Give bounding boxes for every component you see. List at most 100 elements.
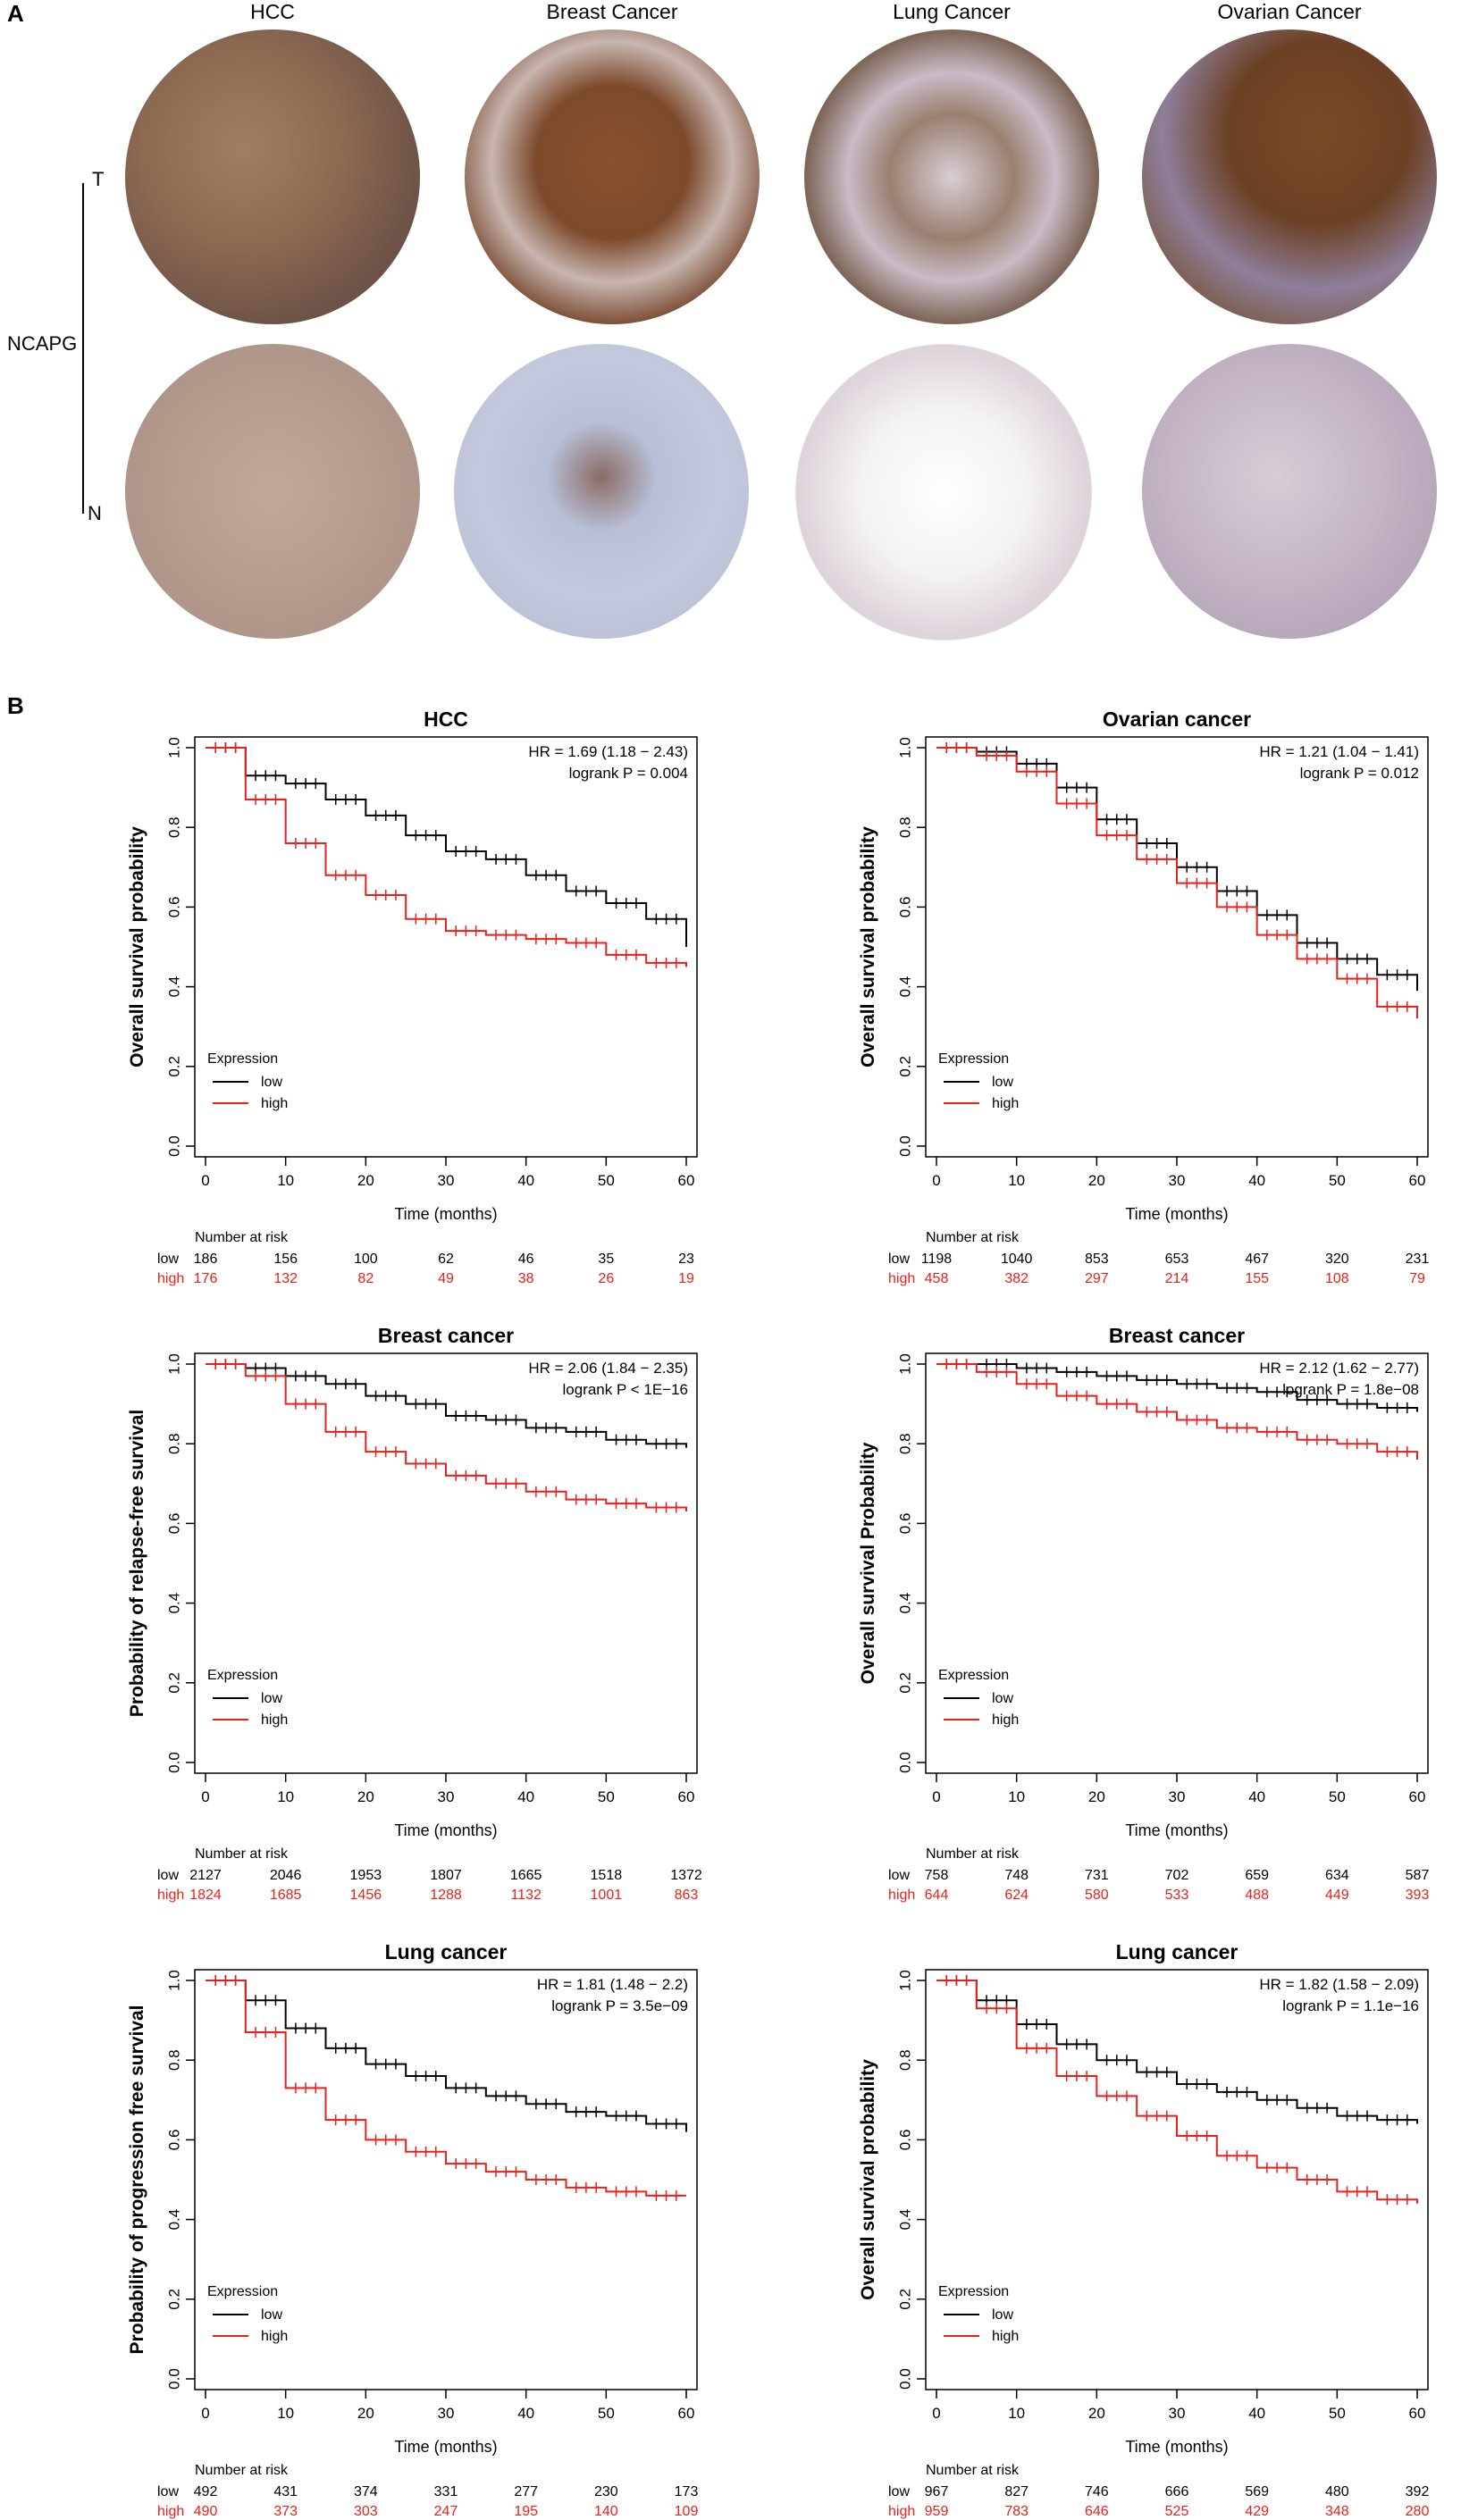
censor-mark-high — [1281, 2162, 1293, 2173]
y-tick-label: 0.8 — [896, 816, 913, 838]
risk-count-low: 731 — [1085, 1868, 1109, 1883]
censor-mark-high — [330, 869, 341, 881]
x-tick-label: 60 — [678, 1172, 695, 1189]
x-axis-label: Time (months) — [394, 1821, 497, 1839]
censor-mark-low — [1301, 1394, 1313, 1406]
survival-curve-low — [206, 1980, 687, 2132]
censor-mark-high — [1201, 2130, 1213, 2141]
hazard-ratio-text: HR = 2.06 (1.84 − 2.35) — [528, 1360, 688, 1377]
censor-mark-high — [1351, 2186, 1363, 2198]
y-tick-label: 1.0 — [896, 737, 913, 758]
risk-count-low: 827 — [1004, 2484, 1029, 2499]
censor-mark-low — [250, 770, 262, 782]
censor-mark-low — [610, 2110, 622, 2122]
risk-count-high: 449 — [1325, 1888, 1349, 1903]
censor-mark-low — [660, 913, 672, 925]
censor-mark-low — [1391, 1402, 1403, 1414]
legend-label-high: high — [992, 1712, 1019, 1728]
risk-table-header: Number at risk — [195, 1846, 289, 1862]
x-tick-label: 30 — [1169, 2405, 1186, 2422]
y-tick-label: 0.8 — [896, 2049, 913, 2071]
censor-mark-low — [1341, 953, 1353, 965]
censor-mark-high — [981, 1366, 993, 1377]
risk-count-low: 231 — [1406, 1252, 1430, 1267]
risk-row-label-high: high — [888, 1271, 915, 1286]
censor-mark-high — [260, 2026, 272, 2038]
censor-mark-low — [1361, 2110, 1373, 2122]
plot-frame — [925, 1969, 1429, 2390]
censor-mark-high — [340, 1426, 351, 1437]
censor-mark-low — [1381, 1402, 1393, 1414]
censor-mark-low — [330, 1378, 341, 1390]
column-title-hcc: HCC — [250, 0, 295, 23]
censor-mark-low — [370, 2058, 382, 2070]
x-axis-label: Time (months) — [394, 1205, 497, 1223]
risk-count-high: 1001 — [591, 1888, 623, 1903]
censor-mark-low — [470, 845, 482, 857]
censor-mark-high — [270, 2026, 281, 2038]
censor-mark-high — [1361, 2186, 1373, 2198]
censor-mark-high — [340, 2114, 351, 2126]
censor-mark-high — [1151, 1406, 1163, 1418]
y-tick-label: 0.6 — [165, 1513, 182, 1535]
censor-mark-high — [491, 929, 502, 941]
censor-mark-low — [310, 1370, 322, 1382]
censor-mark-high — [941, 1359, 953, 1369]
censor-mark-low — [1081, 1366, 1093, 1377]
censor-mark-high — [1161, 1406, 1172, 1418]
censor-mark-high — [470, 925, 482, 937]
x-axis-label: Time (months) — [1125, 1205, 1228, 1223]
censor-mark-high — [1381, 1446, 1393, 1458]
risk-count-high: 155 — [1245, 1271, 1269, 1286]
risk-count-low: 1198 — [921, 1252, 953, 1267]
censor-mark-high — [390, 2134, 401, 2146]
risk-count-high: 1132 — [510, 1888, 542, 1903]
censor-mark-high — [1341, 2186, 1353, 2198]
x-axis-label: Time (months) — [394, 2438, 497, 2456]
censor-mark-high — [580, 937, 592, 949]
x-tick-label: 0 — [201, 1172, 209, 1189]
logrank-p-text: logrank P = 0.004 — [569, 765, 688, 782]
km-chart-lung-pfs: Lung cancer 0.0 0.2 0.4 0.6 0.8 1.0 0 10 20 30 40 50… — [127, 1940, 699, 2519]
legend-title: Expression — [207, 1668, 278, 1683]
risk-count-low: 173 — [675, 2484, 699, 2499]
censor-mark-high — [1361, 973, 1373, 984]
risk-count-high: 348 — [1325, 2504, 1349, 2519]
censor-mark-high — [1111, 1398, 1122, 1410]
censor-mark-low — [1322, 1394, 1333, 1406]
censor-mark-low — [1201, 1378, 1213, 1390]
censor-mark-high — [510, 2166, 522, 2178]
censor-mark-low — [1301, 2102, 1313, 2114]
x-tick-label: 10 — [1008, 2405, 1025, 2422]
risk-count-high: 214 — [1165, 1271, 1189, 1286]
censor-mark-high — [290, 1398, 301, 1410]
tissue-lung-normal — [795, 344, 1092, 640]
censor-mark-low — [1281, 1386, 1293, 1398]
censor-mark-low — [491, 1414, 502, 1426]
censor-mark-low — [1041, 1362, 1053, 1374]
censor-mark-low — [1141, 1374, 1153, 1386]
censor-mark-low — [591, 2106, 602, 2118]
censor-mark-high — [991, 1366, 1003, 1377]
censor-mark-low — [1281, 909, 1293, 921]
censor-mark-high — [1191, 1414, 1203, 1426]
x-tick-label: 40 — [1248, 2405, 1265, 2422]
censor-mark-low — [1351, 953, 1363, 965]
censor-mark-high — [460, 2158, 472, 2170]
censor-mark-high — [350, 1426, 362, 1437]
censor-mark-low — [390, 809, 401, 821]
censor-mark-high — [1031, 2042, 1043, 2054]
risk-count-low: 23 — [678, 1252, 694, 1267]
y-tick-label: 0.6 — [896, 897, 913, 918]
y-tick-label: 0.2 — [165, 2289, 182, 2310]
y-tick-label: 0.8 — [165, 2049, 182, 2071]
x-tick-label: 20 — [357, 1788, 374, 1805]
censor-mark-low — [530, 1422, 542, 1434]
censor-mark-high — [1272, 1426, 1283, 1437]
risk-count-low: 277 — [514, 2484, 538, 2499]
censor-mark-high — [941, 742, 953, 753]
censor-mark-low — [1031, 1362, 1043, 1374]
censor-mark-high — [1020, 2042, 1032, 2054]
censor-mark-low — [491, 2090, 502, 2102]
censor-mark-high — [670, 957, 682, 968]
